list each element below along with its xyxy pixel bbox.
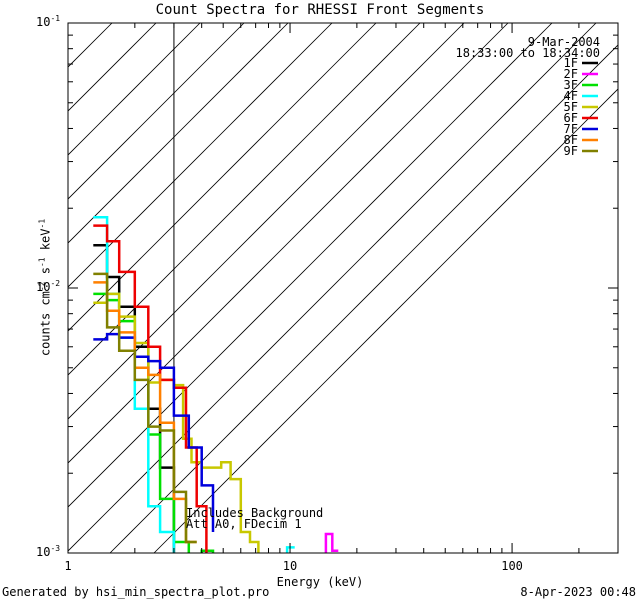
hatch-line bbox=[68, 23, 597, 552]
time-range-label: 18:33:00 to 18:34:00 bbox=[455, 46, 601, 60]
y-tick-label: 10-1 bbox=[36, 14, 61, 29]
x-tick-label: 10 bbox=[282, 559, 298, 573]
footer-generator: Generated by hsi_min_spectra_plot.pro bbox=[2, 585, 270, 599]
hatch-line bbox=[68, 23, 553, 508]
series-layer bbox=[93, 215, 339, 553]
series-2F bbox=[324, 532, 339, 553]
hatch-line bbox=[68, 23, 509, 464]
hatch-line bbox=[68, 23, 201, 156]
hatch-line bbox=[68, 23, 465, 420]
legend-label-3F: 3F bbox=[564, 78, 578, 92]
x-tick-label: 100 bbox=[501, 559, 523, 573]
footer-date: 8-Apr-2023 00:48 bbox=[520, 585, 636, 599]
legend-label-6F: 6F bbox=[564, 111, 578, 125]
legend-label-8F: 8F bbox=[564, 133, 578, 147]
x-axis-label: Energy (keV) bbox=[276, 575, 364, 589]
legend-label-2F: 2F bbox=[564, 67, 578, 81]
annotation-attenuator: Att A0, FDecim 1 bbox=[186, 517, 302, 531]
hatch-line bbox=[153, 88, 618, 553]
hatch-line bbox=[68, 23, 289, 244]
series-7F bbox=[93, 332, 215, 532]
legend-label-9F: 9F bbox=[564, 144, 578, 158]
hatch-line bbox=[68, 23, 333, 288]
legend-label-7F: 7F bbox=[564, 122, 578, 136]
legend-label-4F: 4F bbox=[564, 89, 578, 103]
series-9F bbox=[93, 272, 197, 544]
hatch-line bbox=[68, 23, 421, 376]
y-tick-label: 10-3 bbox=[36, 544, 61, 559]
y-axis-label: counts cm-2 s-1 keV-1 bbox=[37, 218, 53, 357]
series-8F bbox=[93, 281, 197, 544]
axis-ticks bbox=[67, 22, 619, 554]
legend-label-1F: 1F bbox=[564, 56, 578, 70]
plot-frame bbox=[67, 22, 619, 554]
date-label: 9-Mar-2004 bbox=[527, 35, 600, 49]
hatched-region bbox=[68, 23, 618, 553]
hatch-line bbox=[68, 23, 245, 200]
annotation-background: Includes Background bbox=[186, 506, 324, 520]
series-5F bbox=[93, 292, 260, 553]
y-tick-label: 10-2 bbox=[36, 279, 61, 294]
hatch-line bbox=[109, 44, 618, 553]
hatch-line bbox=[68, 23, 377, 332]
chart-title: Count Spectra for RHESSI Front Segments bbox=[155, 2, 485, 18]
legend-label-5F: 5F bbox=[564, 100, 578, 114]
x-tick-label: 1 bbox=[64, 559, 72, 573]
